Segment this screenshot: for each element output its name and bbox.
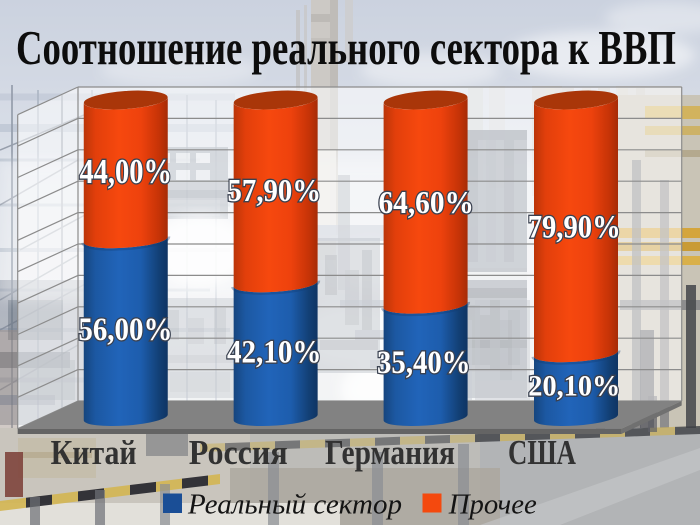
svg-text:57,90%: 57,90% (228, 172, 322, 208)
svg-text:Соотношение реального сектора: Соотношение реального сектора к ВВП (16, 20, 676, 75)
svg-text:64,60%: 64,60% (378, 185, 474, 220)
svg-text:Китай: Китай (51, 434, 137, 472)
svg-text:42,10%: 42,10% (227, 334, 322, 371)
svg-text:44,00%: 44,00% (79, 152, 172, 191)
svg-text:79,90%: 79,90% (528, 209, 621, 246)
svg-text:США: США (508, 434, 576, 472)
svg-text:Россия: Россия (189, 434, 288, 472)
svg-text:Прочее: Прочее (448, 489, 537, 521)
svg-text:56,00%: 56,00% (78, 312, 172, 348)
svg-text:Реальный сектор: Реальный сектор (187, 489, 402, 521)
svg-text:35,40%: 35,40% (377, 344, 471, 380)
svg-text:Германия: Германия (325, 434, 455, 472)
svg-text:20,10%: 20,10% (528, 369, 620, 403)
